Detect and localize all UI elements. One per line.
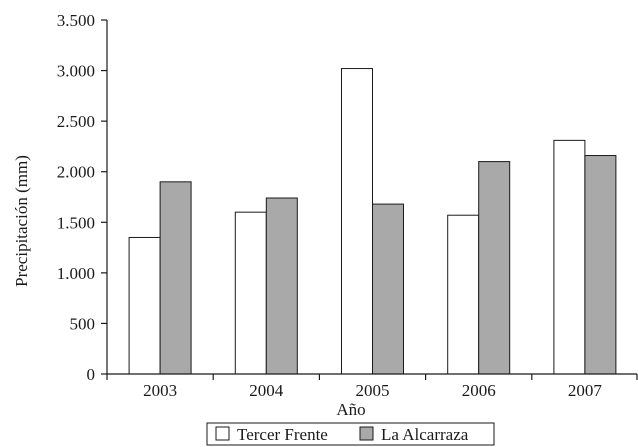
bar-tercer-frente-2004 [234, 211, 267, 375]
y-tick-label: 3.500 [57, 11, 95, 30]
legend-swatch-la-alcarraza [359, 426, 374, 441]
x-tick-label-2005: 2005 [356, 381, 390, 400]
bar-tercer-frente-2003 [128, 236, 161, 375]
legend-frame [206, 422, 495, 446]
axes-layer: 0 500 1.000 1.500 2.000 2.500 3.000 3.500 2003 20… [57, 11, 638, 400]
y-tick-label: 0 [87, 365, 96, 384]
legend: Tercer Frente La Alcarraza [206, 422, 495, 446]
bar-tercer-frente-2007 [553, 139, 586, 375]
y-tick-label: 500 [70, 314, 96, 333]
y-tick-label: 3.000 [57, 62, 95, 81]
legend-label-tercer-frente: Tercer Frente [237, 425, 328, 444]
bar-tercer-frente-2006 [447, 214, 480, 375]
y-tick-label: 1.500 [57, 213, 95, 232]
bar-la-alcarraza-2004 [265, 197, 298, 375]
bar-la-alcarraza-2006 [478, 161, 511, 375]
x-axis-title: Año [336, 400, 365, 419]
x-tick-label-2006: 2006 [462, 381, 496, 400]
bar-la-alcarraza-2003 [159, 181, 192, 375]
y-tick-label: 1.000 [57, 264, 95, 283]
x-tick-label-2003: 2003 [143, 381, 177, 400]
bar-tercer-frente-2005 [341, 68, 373, 375]
legend-label-la-alcarraza: La Alcarraza [381, 425, 469, 444]
legend-swatch-tercer-frente [215, 426, 230, 441]
y-axis-title: Precipitación (mm) [12, 155, 31, 287]
bar-la-alcarraza-2005 [372, 203, 404, 375]
y-tick-label: 2.000 [57, 163, 95, 182]
y-tick-label: 2.500 [57, 112, 95, 131]
bars-layer [128, 68, 617, 375]
x-tick-label-2004: 2004 [249, 381, 284, 400]
x-tick-label-2007: 2007 [568, 381, 603, 400]
bar-la-alcarraza-2007 [584, 155, 617, 375]
